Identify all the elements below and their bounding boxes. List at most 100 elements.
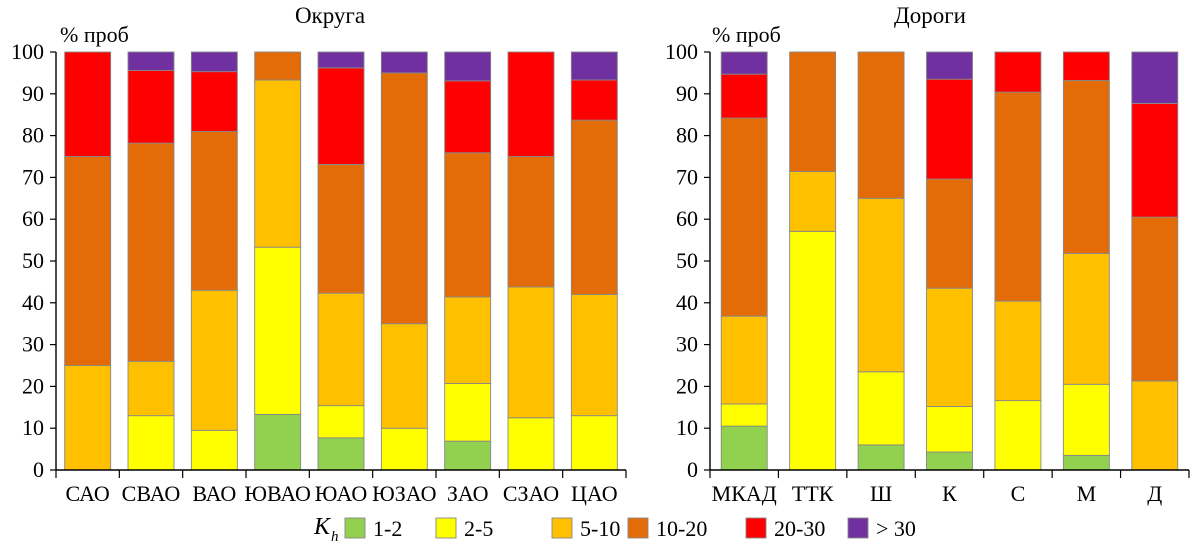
bar-segment	[789, 230, 837, 471]
bar-segment	[317, 292, 365, 407]
y-axis-unit-label: % проб	[60, 22, 129, 47]
y-tick-label: 50	[22, 248, 44, 273]
bar-segment	[570, 119, 618, 295]
bar-segment	[994, 300, 1042, 402]
bar-segment	[254, 79, 302, 248]
legend-swatch	[551, 517, 573, 539]
category-label: ЮВАО	[244, 481, 311, 506]
y-tick-label: 60	[22, 206, 44, 231]
category-label: СЗАО	[503, 481, 559, 506]
category-label: К	[942, 481, 957, 506]
y-tick-label: 70	[22, 164, 44, 189]
y-tick-label: 90	[22, 81, 44, 106]
y-tick-label: 50	[676, 248, 698, 273]
bar-segment	[926, 51, 973, 80]
legend-swatch	[627, 517, 649, 539]
category-label: САО	[66, 481, 110, 506]
bar-segment	[1062, 51, 1110, 81]
bar-segment	[317, 405, 365, 439]
bar-segment	[1062, 253, 1110, 385]
bar-segment	[720, 51, 768, 75]
category-label: Д	[1147, 481, 1162, 506]
bar-segment	[507, 156, 555, 288]
bar-segment	[1062, 454, 1110, 471]
bar-segment	[444, 440, 492, 471]
y-tick-label: 90	[676, 81, 698, 106]
y-tick-label: 30	[676, 332, 698, 357]
y-tick-label: 10	[676, 415, 698, 440]
category-label: МКАД	[712, 481, 777, 506]
y-tick-label: 0	[687, 457, 698, 482]
category-label: ЮЗАО	[372, 481, 436, 506]
bar-segment	[789, 51, 837, 172]
y-tick-label: 20	[22, 373, 44, 398]
bar-segment	[190, 130, 238, 291]
y-tick-label: 100	[665, 39, 698, 64]
legend-swatch	[435, 517, 457, 539]
bar-segment	[190, 71, 238, 132]
bar-segment	[127, 360, 175, 417]
bar-segment	[570, 79, 618, 121]
bar-segment	[994, 51, 1042, 93]
bar-segment	[720, 403, 768, 427]
legend-label: > 30	[876, 516, 916, 541]
bar-segment	[570, 415, 618, 471]
bar-segment	[254, 246, 302, 415]
bar-segment	[570, 293, 618, 417]
bar-segment	[127, 51, 175, 71]
category-label: С	[1011, 481, 1026, 506]
bar-segment	[444, 383, 492, 442]
legend-title-subscript: h	[331, 529, 339, 545]
y-tick-label: 60	[676, 206, 698, 231]
bar-segment	[570, 51, 618, 81]
y-tick-label: 70	[676, 164, 698, 189]
y-tick-label: 40	[676, 290, 698, 315]
bar-segment	[127, 142, 175, 362]
category-label: ЗАО	[447, 481, 489, 506]
y-tick-label: 80	[676, 123, 698, 148]
legend-title-symbol: K	[313, 514, 332, 540]
chart-okruga: Округа % проб 0 10 20 30 40 50 60 70 80 90 100 САО СВА…	[11, 3, 627, 506]
bar-segment	[1131, 380, 1179, 471]
bar-segment	[857, 371, 905, 446]
bar-segment	[444, 296, 492, 384]
legend-label: 10-20	[656, 516, 707, 541]
category-label: ТТК	[792, 481, 834, 506]
bar-segment	[444, 152, 492, 298]
chart-title: Округа	[295, 3, 365, 28]
bar-segment	[926, 406, 973, 453]
bar-segment	[926, 78, 973, 180]
bar-segment	[317, 437, 365, 471]
bar-segment	[317, 163, 365, 294]
y-tick-label: 0	[33, 457, 44, 482]
y-tick-label: 80	[22, 123, 44, 148]
bar-segment	[994, 400, 1042, 471]
category-label: ВАО	[192, 481, 236, 506]
bar-segment	[507, 51, 555, 157]
bar-segment	[857, 197, 905, 373]
bar-segment	[380, 51, 428, 74]
bar-segment	[444, 51, 492, 82]
y-tick-label: 100	[11, 39, 44, 64]
y-tick-label: 40	[22, 290, 44, 315]
category-label: ЮАО	[315, 481, 367, 506]
chart-dorogi: Дороги % проб 0 10 20 30 40 50 60 70 80 90 100 МКАД ТТ…	[665, 3, 1190, 506]
bar-segment	[720, 315, 768, 405]
bar-segment	[926, 287, 973, 407]
bar-segment	[1062, 383, 1110, 456]
bar-segment	[789, 171, 837, 232]
bar-segment	[1062, 79, 1110, 254]
bar-segment	[64, 51, 112, 157]
y-axis-unit-label: % проб	[712, 22, 781, 47]
legend-label: 5-10	[580, 516, 620, 541]
bar-segment	[127, 69, 175, 144]
bar-segment	[317, 67, 365, 165]
bar-segment	[254, 413, 302, 471]
y-tick-label: 20	[676, 373, 698, 398]
legend-label: 2-5	[464, 516, 493, 541]
bar-segment	[720, 425, 768, 471]
bar-segment	[507, 286, 555, 419]
legend-swatch	[847, 517, 869, 539]
bar-segment	[254, 51, 302, 81]
bar-segment	[720, 117, 768, 317]
